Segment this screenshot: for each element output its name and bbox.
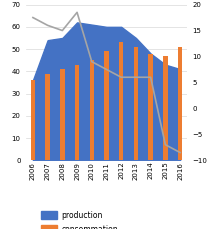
Bar	[31, 80, 35, 160]
Bar	[178, 47, 182, 160]
Bar	[148, 54, 153, 160]
Bar	[104, 51, 109, 160]
Bar	[45, 74, 50, 160]
Legend: production, consommation, balance des échanges: production, consommation, balance des éc…	[37, 208, 150, 229]
Bar	[134, 47, 138, 160]
Bar	[163, 56, 168, 160]
Bar	[75, 65, 79, 160]
Bar	[90, 60, 94, 160]
Bar	[60, 69, 65, 160]
Bar	[119, 42, 123, 160]
